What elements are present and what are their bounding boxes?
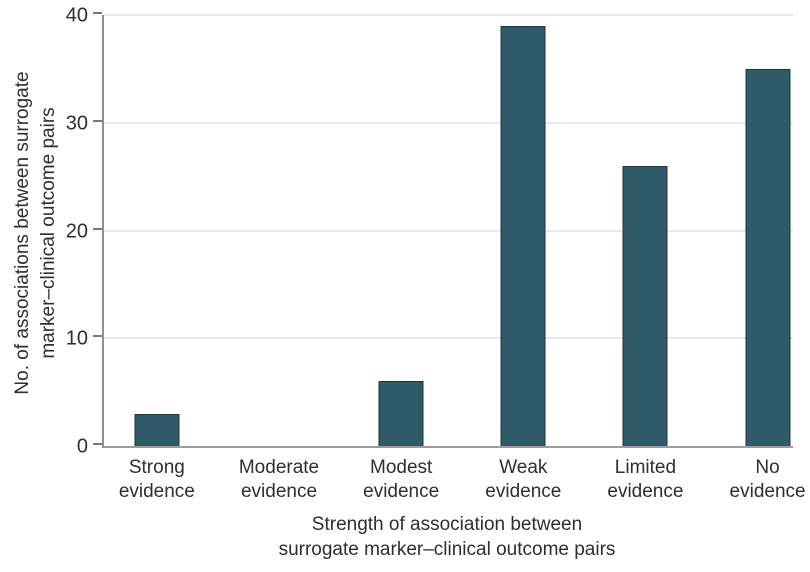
y-axis-tick-20 [93,227,102,230]
y-axis-tick-0 [93,443,102,445]
y-tick-label-30: 30 [65,112,88,135]
y-axis-title-line-1: No. of associations between surrogate [12,71,33,395]
x-category-label-modest-evidence: Modest evidence [363,457,440,502]
x-category-label-limited-evidence: Limited evidence [607,457,684,502]
x-axis-title: Strength of association between surrogat… [279,512,616,562]
y-axis-tick-10 [93,335,102,338]
y-tick-label-20: 20 [65,219,88,242]
y-axis-title-line-2: marker–clinical outcome pairs [38,107,59,359]
gridline-y-30 [104,121,793,124]
gridline-y-10 [104,337,793,340]
y-axis-tick-40 [93,12,102,14]
x-category-label-weak-evidence: Weak evidence [485,457,562,502]
bar-modest-evidence [378,381,424,446]
x-category-label-strong-evidence: Strong evidence [118,457,195,502]
bar-limited-evidence [622,165,668,446]
plot-area: 0 10 20 30 40 Strong evidence Moderate evidence M… [66,5,806,502]
y-tick-label-40: 40 [65,4,88,27]
bar-no-evidence [745,68,791,446]
x-category-label-no-evidence: No evidence [729,457,806,502]
gridline-y-20 [104,229,793,232]
x-axis-title-line-1: Strength of association between [311,514,583,535]
y-axis-tick-30 [93,119,102,122]
x-category-label-moderate-evidence: Moderate evidence [238,457,320,502]
y-axis-title: No. of associations between surrogate ma… [10,13,62,453]
y-tick-label-10: 10 [65,327,88,350]
gridline-y-40 [104,14,793,16]
bar-weak-evidence [500,25,546,446]
y-tick-label-0: 0 [76,435,88,458]
bar-strong-evidence [134,413,180,446]
x-axis-title-line-2: surrogate marker–clinical outcome pairs [278,539,616,560]
